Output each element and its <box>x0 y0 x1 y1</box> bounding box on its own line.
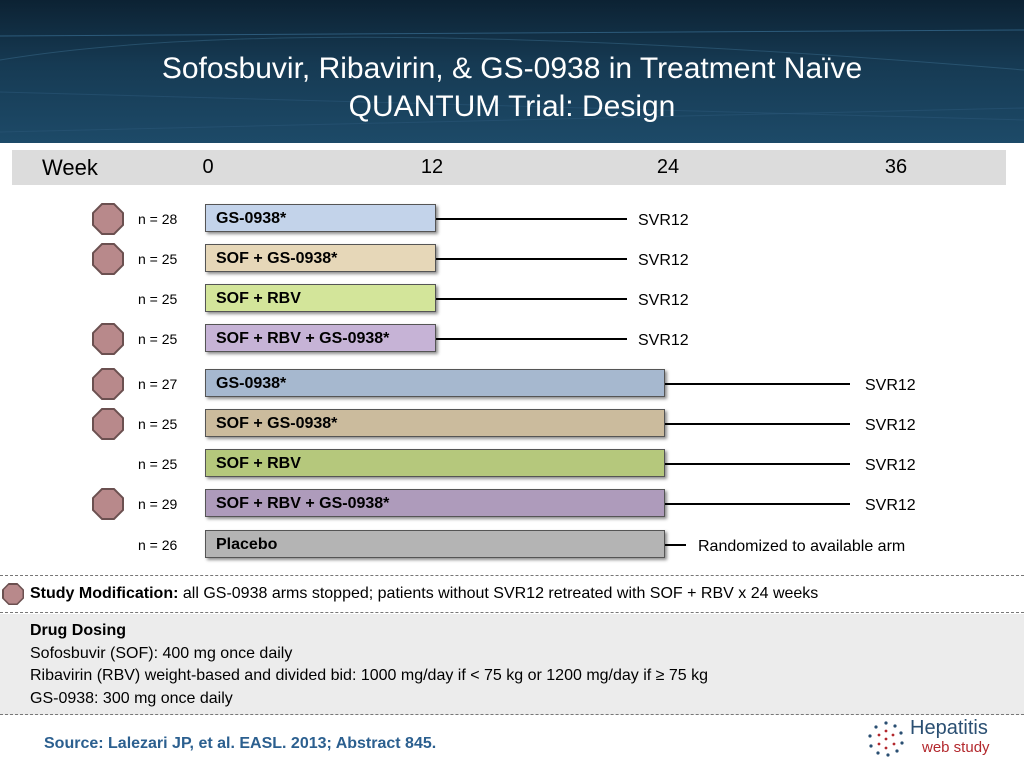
follow-up-line <box>665 544 686 546</box>
banner-decoration <box>0 29 1024 133</box>
arm-label: GS-0938* <box>216 210 287 227</box>
arm-endpoint: SVR12 <box>638 332 689 349</box>
arm-row: n = 26 Placebo Randomized to available arm <box>0 529 1024 561</box>
follow-up-line <box>436 298 627 300</box>
arm-endpoint: SVR12 <box>865 377 916 394</box>
study-modification-label: Study Modification: <box>30 585 179 602</box>
arm-row: n = 28 GS-0938* SVR12 <box>0 203 1024 235</box>
arm-label: GS-0938* <box>216 375 287 392</box>
week-label: Week <box>42 155 98 180</box>
arm-row: n = 25 SOF + GS-0938* SVR12 <box>0 408 1024 440</box>
follow-up-line <box>436 258 627 260</box>
arm-label: SOF + GS-0938* <box>216 415 338 432</box>
arm-bar: SOF + GS-0938* <box>205 409 665 437</box>
arm-bar: SOF + RBV + GS-0938* <box>205 489 665 517</box>
arm-label: SOF + RBV + GS-0938* <box>216 495 390 512</box>
arm-label: SOF + RBV <box>216 290 301 307</box>
arm-n-count: n = 25 <box>138 331 178 347</box>
arm-label: Placebo <box>216 536 278 553</box>
dotted-circle-logo-icon <box>868 721 904 757</box>
logo-line-2: web study <box>922 739 990 756</box>
arm-bar: GS-0938* <box>205 369 665 397</box>
source-citation: Source: Lalezari JP, et al. EASL. 2013; … <box>44 735 437 752</box>
title-banner: Sofosbuvir, Ribavirin, & GS-0938 in Trea… <box>0 0 1024 143</box>
title-line-2: QUANTUM Trial: Design <box>348 90 676 123</box>
arm-endpoint: SVR12 <box>638 212 689 229</box>
arm-n-count: n = 25 <box>138 456 178 472</box>
arm-bar: SOF + RBV + GS-0938* <box>205 324 436 352</box>
arm-bar: SOF + RBV <box>205 284 436 312</box>
arm-endpoint: SVR12 <box>638 252 689 269</box>
follow-up-line <box>436 338 627 340</box>
week-tick-0: 0 <box>202 156 214 178</box>
drug-dosing-heading: Drug Dosing <box>30 622 126 639</box>
arm-endpoint: SVR12 <box>865 417 916 434</box>
study-modification-detail: all GS-0938 arms stopped; patients witho… <box>178 585 819 602</box>
arm-label: SOF + RBV <box>216 455 301 472</box>
follow-up-line <box>665 423 850 425</box>
arm-n-count: n = 28 <box>138 211 178 227</box>
arm-label: SOF + GS-0938* <box>216 250 338 267</box>
week-axis: Week 0 12 24 36 <box>12 150 1006 185</box>
slide-title: Sofosbuvir, Ribavirin, & GS-0938 in Trea… <box>0 50 1024 126</box>
arm-n-count: n = 26 <box>138 537 178 553</box>
arm-bar: SOF + GS-0938* <box>205 244 436 272</box>
arm-bar: Placebo <box>205 530 665 558</box>
arm-row: n = 27 GS-0938* SVR12 <box>0 368 1024 400</box>
arm-endpoint: SVR12 <box>865 497 916 514</box>
arm-row: n = 25 SOF + GS-0938* SVR12 <box>0 243 1024 275</box>
drug-dosing-box: Drug Dosing Sofosbuvir (SOF): 400 mg onc… <box>0 614 1024 715</box>
arm-row: n = 25 SOF + RBV SVR12 <box>0 283 1024 315</box>
dosing-line-rbv: Ribavirin (RBV) weight-based and divided… <box>30 667 709 684</box>
arm-bar: GS-0938* <box>205 204 436 232</box>
arm-n-count: n = 25 <box>138 251 178 267</box>
study-modification-text: Study Modification: all GS-0938 arms sto… <box>30 585 818 603</box>
hepatitis-web-study-logo: Hepatitis web study <box>866 715 1016 760</box>
arm-endpoint: SVR12 <box>865 457 916 474</box>
follow-up-line <box>665 383 850 385</box>
week-tick-36: 36 <box>884 156 908 178</box>
dosing-line-gs0938: GS-0938: 300 mg once daily <box>30 690 233 707</box>
arm-n-count: n = 29 <box>138 496 178 512</box>
stop-octagon-icon <box>2 583 24 605</box>
arm-row: n = 25 SOF + RBV SVR12 <box>0 448 1024 480</box>
arm-endpoint: SVR12 <box>638 292 689 309</box>
arm-n-count: n = 25 <box>138 416 178 432</box>
arm-n-count: n = 25 <box>138 291 178 307</box>
study-modification-box: Study Modification: all GS-0938 arms sto… <box>0 575 1024 613</box>
arm-row: n = 29 SOF + RBV + GS-0938* SVR12 <box>0 488 1024 520</box>
follow-up-line <box>665 503 850 505</box>
week-tick-12: 12 <box>420 156 444 178</box>
logo-line-1: Hepatitis <box>910 717 988 739</box>
title-line-1: Sofosbuvir, Ribavirin, & GS-0938 in Trea… <box>161 52 863 85</box>
week-tick-24: 24 <box>656 156 680 178</box>
arm-endpoint: Randomized to available arm <box>698 538 906 555</box>
follow-up-line <box>665 463 850 465</box>
arm-bar: SOF + RBV <box>205 449 665 477</box>
follow-up-line <box>436 218 627 220</box>
dosing-line-sof: Sofosbuvir (SOF): 400 mg once daily <box>30 645 293 662</box>
arm-row: n = 25 SOF + RBV + GS-0938* SVR12 <box>0 323 1024 355</box>
arm-n-count: n = 27 <box>138 376 178 392</box>
arm-label: SOF + RBV + GS-0938* <box>216 330 390 347</box>
